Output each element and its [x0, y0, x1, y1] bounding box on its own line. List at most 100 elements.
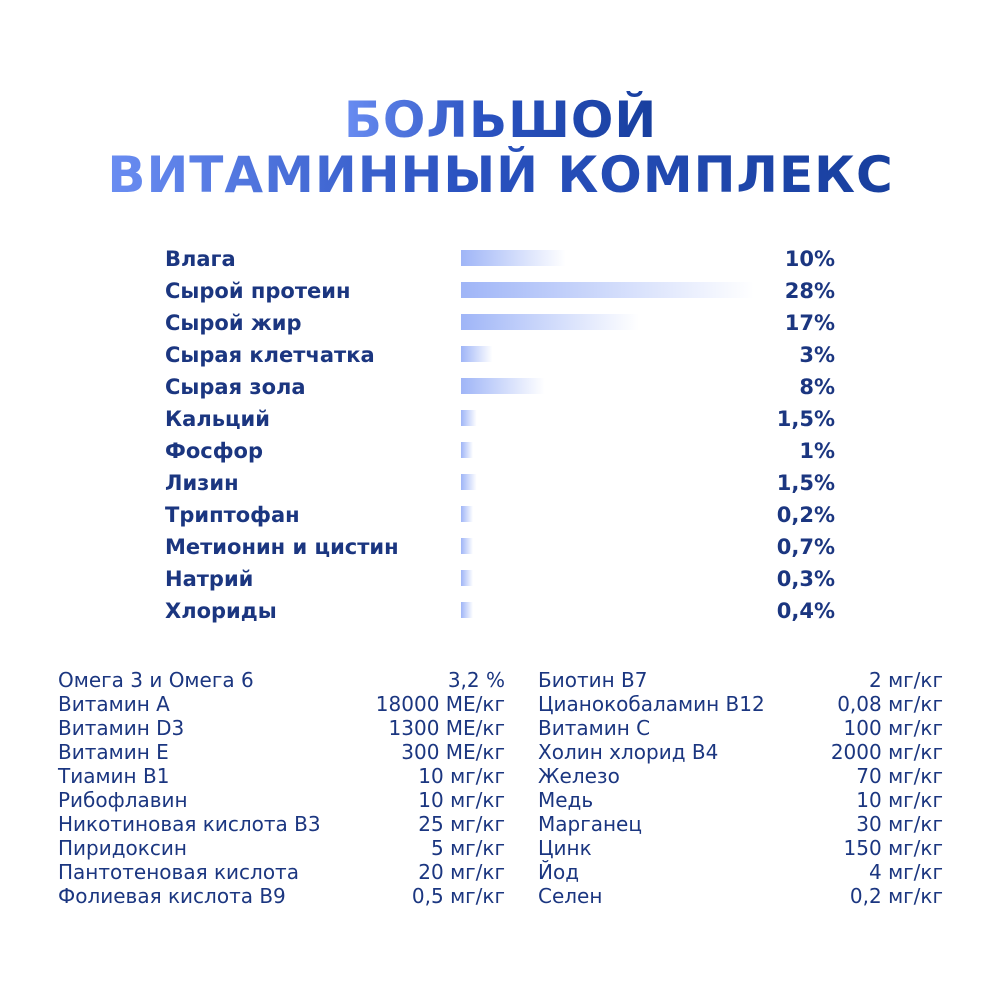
page-title-line-2: ВИТАМИННЫЙ КОМПЛЕКС: [0, 145, 1001, 205]
bar: [461, 250, 566, 266]
nutrient-row: Омега 3 и Омега 6 3,2 %: [58, 668, 505, 692]
nutrient-row: Железо 70 мг/кг: [538, 764, 943, 788]
nutrient-row: Фолиевая кислота В9 0,5 мг/кг: [58, 884, 505, 908]
nutrient-name: Пантотеновая кислота: [58, 860, 299, 884]
nutrient-value: 300 МЕ/кг: [401, 740, 505, 764]
value-label: 0,7%: [777, 535, 835, 559]
nutrient-row: Витамин D3 1300 МЕ/кг: [58, 716, 505, 740]
nutrients-table-left: Омега 3 и Омега 6 3,2 % Витамин А 18000 МЕ/…: [58, 668, 505, 908]
nutrient-value: 2000 мг/кг: [830, 740, 943, 764]
value-label: 1,5%: [777, 407, 835, 431]
category-label: Влага: [165, 247, 236, 271]
bar: [461, 602, 473, 618]
nutrient-value: 5 мг/кг: [430, 836, 505, 860]
nutrient-value: 2 мг/кг: [868, 668, 943, 692]
nutrient-name: Биотин В7: [538, 668, 648, 692]
nutrient-name: Цианокобаламин В12: [538, 692, 765, 716]
value-label: 0,4%: [777, 599, 835, 623]
nutrient-value: 18000 МЕ/кг: [375, 692, 505, 716]
category-label: Сырая клетчатка: [165, 343, 375, 367]
nutrient-value: 10 мг/кг: [856, 788, 943, 812]
nutrient-name: Холин хлорид В4: [538, 740, 719, 764]
nutrient-name: Цинк: [538, 836, 592, 860]
nutrient-value: 25 мг/кг: [418, 812, 505, 836]
value-label: 1%: [799, 439, 835, 463]
category-label: Кальций: [165, 407, 270, 431]
nutrient-name: Витамин D3: [58, 716, 185, 740]
nutrients-table-right: Биотин В7 2 мг/кг Цианокобаламин В12 0,08 м…: [538, 668, 943, 908]
nutrient-row: Пиридоксин 5 мг/кг: [58, 836, 505, 860]
nutrient-row: Биотин В7 2 мг/кг: [538, 668, 943, 692]
nutrient-row: Витамин Е 300 МЕ/кг: [58, 740, 505, 764]
category-label: Сырая зола: [165, 375, 306, 399]
bar: [461, 538, 473, 554]
nutrient-row: Холин хлорид В4 2000 мг/кг: [538, 740, 943, 764]
nutrient-value: 100 мг/кг: [843, 716, 943, 740]
title-line-2-text: ВИТАМИННЫЙ КОМПЛЕКС: [107, 146, 894, 204]
category-label: Лизин: [165, 471, 239, 495]
nutrient-row: Медь 10 мг/кг: [538, 788, 943, 812]
category-label: Хлориды: [165, 599, 277, 623]
category-label: Сырой жир: [165, 311, 302, 335]
value-label: 17%: [785, 311, 835, 335]
bar: [461, 506, 473, 522]
nutrient-value: 150 мг/кг: [843, 836, 943, 860]
composition-bar-chart: Влага 10% Сырой протеин 28% Сырой жир 17% Сыра…: [165, 247, 835, 623]
nutrient-row: Витамин А 18000 МЕ/кг: [58, 692, 505, 716]
nutrient-value: 30 мг/кг: [856, 812, 943, 836]
category-label: Натрий: [165, 567, 253, 591]
nutrient-row: Цинк 150 мг/кг: [538, 836, 943, 860]
nutrient-row: Йод 4 мг/кг: [538, 860, 943, 884]
nutrient-row: Марганец 30 мг/кг: [538, 812, 943, 836]
nutrient-value: 4 мг/кг: [868, 860, 943, 884]
bar: [461, 474, 477, 490]
nutrient-name: Селен: [538, 884, 603, 908]
category-label: Сырой протеин: [165, 279, 351, 303]
nutrient-name: Фолиевая кислота В9: [58, 884, 286, 908]
chart-rows: Влага 10% Сырой протеин 28% Сырой жир 17% Сыра…: [165, 247, 835, 623]
nutrient-value: 1300 МЕ/кг: [388, 716, 505, 740]
nutrient-name: Железо: [538, 764, 620, 788]
nutrient-name: Витамин Е: [58, 740, 169, 764]
page-title-line-1: БОЛЬШОЙ: [0, 90, 1001, 150]
nutrient-value: 10 мг/кг: [418, 788, 505, 812]
nutrient-row: Тиамин В1 10 мг/кг: [58, 764, 505, 788]
value-label: 8%: [799, 375, 835, 399]
nutrient-row: Пантотеновая кислота 20 мг/кг: [58, 860, 505, 884]
nutrient-name: Марганец: [538, 812, 642, 836]
nutrient-value: 10 мг/кг: [418, 764, 505, 788]
nutrient-value: 0,5 мг/кг: [411, 884, 505, 908]
value-label: 0,2%: [777, 503, 835, 527]
bar: [461, 410, 477, 426]
nutrient-row: Витамин С 100 мг/кг: [538, 716, 943, 740]
value-label: 0,3%: [777, 567, 835, 591]
nutrient-name: Витамин А: [58, 692, 170, 716]
nutrient-row: Никотиновая кислота В3 25 мг/кг: [58, 812, 505, 836]
nutrient-value: 20 мг/кг: [418, 860, 505, 884]
nutrient-name: Омега 3 и Омега 6: [58, 668, 254, 692]
nutrient-name: Пиридоксин: [58, 836, 187, 860]
nutrient-name: Йод: [538, 860, 580, 884]
bar: [461, 378, 545, 394]
nutrient-value: 3,2 %: [447, 668, 505, 692]
value-label: 3%: [799, 343, 835, 367]
bar: [461, 570, 473, 586]
nutrient-name: Витамин С: [538, 716, 651, 740]
category-label: Фосфор: [165, 439, 263, 463]
nutrient-name: Никотиновая кислота В3: [58, 812, 321, 836]
value-label: 1,5%: [777, 471, 835, 495]
value-label: 28%: [785, 279, 835, 303]
nutrient-name: Медь: [538, 788, 594, 812]
nutrient-name: Тиамин В1: [58, 764, 170, 788]
nutrient-row: Селен 0,2 мг/кг: [538, 884, 943, 908]
nutrient-row: Рибофлавин 10 мг/кг: [58, 788, 505, 812]
bar: [461, 314, 639, 330]
nutrient-value: 70 мг/кг: [856, 764, 943, 788]
value-label: 10%: [785, 247, 835, 271]
bar: [461, 346, 493, 362]
nutrient-row: Цианокобаламин В12 0,08 мг/кг: [538, 692, 943, 716]
nutrient-value: 0,08 мг/кг: [837, 692, 943, 716]
category-label: Триптофан: [165, 503, 300, 527]
nutrient-name: Рибофлавин: [58, 788, 188, 812]
bar: [461, 442, 473, 458]
